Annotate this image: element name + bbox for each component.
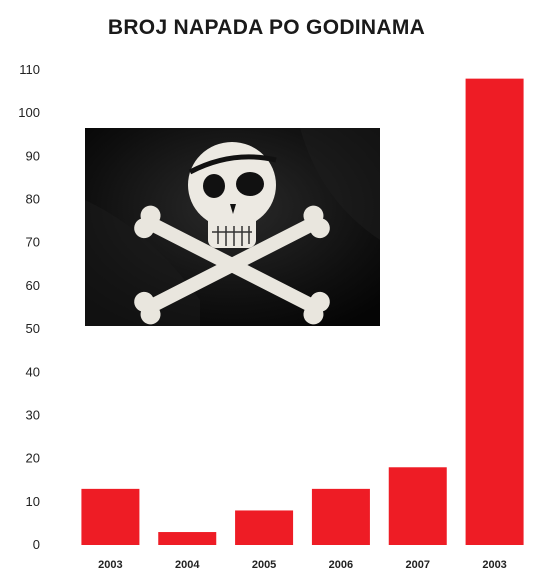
y-tick-label: 0 xyxy=(33,537,40,552)
bars xyxy=(81,78,524,546)
y-tick-label: 10 xyxy=(26,494,40,509)
y-tick-label: 80 xyxy=(26,192,40,207)
y-tick-label: 60 xyxy=(26,278,40,293)
y-tick-label: 100 xyxy=(18,105,40,120)
bar-2005 xyxy=(235,510,294,545)
bar-2008 xyxy=(465,78,524,546)
bar-2003 xyxy=(81,488,140,545)
x-tick-label: 2007 xyxy=(406,559,430,571)
jolly-roger-flag-icon xyxy=(85,128,380,326)
bar-2006 xyxy=(311,488,370,545)
y-tick-label: 50 xyxy=(26,321,40,336)
y-axis-ticks: 0 10 20 30 40 50 60 70 80 90 100 110 xyxy=(18,62,40,552)
bar-2004 xyxy=(158,532,217,545)
x-axis-ticks: 2003 2004 2005 2006 2007 2003 xyxy=(98,559,507,571)
chart-title: BROJ NAPADA PO GODINAMA xyxy=(107,16,426,39)
y-tick-label: 90 xyxy=(26,148,40,163)
x-tick-label: 2006 xyxy=(329,559,353,571)
x-tick-label: 2005 xyxy=(252,559,276,571)
y-tick-label: 20 xyxy=(26,451,40,466)
y-tick-label: 30 xyxy=(26,407,40,422)
bar-2007 xyxy=(388,467,447,545)
x-tick-label: 2003 xyxy=(482,559,506,571)
x-tick-label: 2003 xyxy=(98,559,122,571)
y-tick-label: 70 xyxy=(26,235,40,250)
y-tick-label: 40 xyxy=(26,364,40,379)
y-tick-label: 110 xyxy=(19,62,40,77)
x-tick-label: 2004 xyxy=(175,559,200,571)
